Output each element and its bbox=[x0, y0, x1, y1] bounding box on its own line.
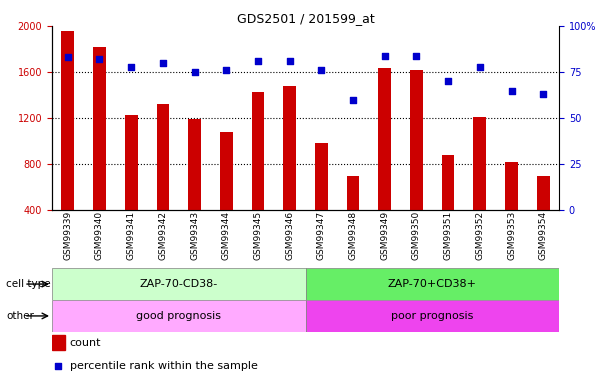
Text: GSM99342: GSM99342 bbox=[158, 211, 167, 260]
Point bbox=[126, 64, 136, 70]
Text: GSM99352: GSM99352 bbox=[475, 211, 485, 260]
Text: ZAP-70-CD38-: ZAP-70-CD38- bbox=[139, 279, 218, 289]
Bar bbox=[188, 119, 201, 210]
Bar bbox=[284, 86, 296, 210]
Bar bbox=[537, 176, 549, 210]
Text: GSM99351: GSM99351 bbox=[444, 211, 453, 260]
Text: poor prognosis: poor prognosis bbox=[391, 311, 474, 321]
Text: other: other bbox=[6, 311, 34, 321]
Bar bbox=[378, 68, 391, 210]
Point bbox=[475, 64, 485, 70]
Text: good prognosis: good prognosis bbox=[136, 311, 221, 321]
Bar bbox=[306, 300, 559, 332]
Point bbox=[348, 97, 358, 103]
Text: GSM99344: GSM99344 bbox=[222, 211, 231, 260]
Title: GDS2501 / 201599_at: GDS2501 / 201599_at bbox=[236, 12, 375, 25]
Text: GSM99340: GSM99340 bbox=[95, 211, 104, 260]
Bar bbox=[52, 268, 306, 300]
Text: ZAP-70+CD38+: ZAP-70+CD38+ bbox=[388, 279, 477, 289]
Text: GSM99346: GSM99346 bbox=[285, 211, 294, 260]
Bar bbox=[52, 335, 65, 350]
Text: GSM99349: GSM99349 bbox=[380, 211, 389, 260]
Point bbox=[158, 60, 168, 66]
Point bbox=[358, 264, 368, 270]
Point bbox=[253, 58, 263, 64]
Bar bbox=[93, 47, 106, 210]
Bar bbox=[474, 117, 486, 210]
Point bbox=[538, 91, 548, 97]
Point bbox=[380, 53, 390, 58]
Point bbox=[412, 53, 422, 58]
Bar bbox=[220, 132, 233, 210]
Text: GSM99350: GSM99350 bbox=[412, 211, 421, 260]
Text: GSM99341: GSM99341 bbox=[126, 211, 136, 260]
Text: GSM99345: GSM99345 bbox=[254, 211, 263, 260]
Bar bbox=[306, 268, 559, 300]
Bar bbox=[125, 115, 137, 210]
Bar bbox=[252, 92, 265, 210]
Text: GSM99348: GSM99348 bbox=[348, 211, 357, 260]
Point bbox=[189, 69, 199, 75]
Bar bbox=[346, 176, 359, 210]
Text: cell type: cell type bbox=[6, 279, 51, 289]
Point bbox=[507, 88, 516, 94]
Bar bbox=[410, 70, 423, 210]
Point bbox=[285, 58, 295, 64]
Text: percentile rank within the sample: percentile rank within the sample bbox=[70, 360, 258, 370]
Point bbox=[316, 68, 326, 74]
Text: GSM99354: GSM99354 bbox=[539, 211, 547, 260]
Bar bbox=[442, 155, 455, 210]
Bar bbox=[156, 104, 169, 210]
Text: count: count bbox=[70, 338, 101, 348]
Bar bbox=[315, 143, 327, 210]
Point bbox=[221, 68, 231, 74]
Bar bbox=[62, 31, 74, 210]
Point bbox=[443, 78, 453, 84]
Text: GSM99339: GSM99339 bbox=[64, 211, 72, 260]
Bar bbox=[52, 300, 306, 332]
Point bbox=[63, 54, 73, 60]
Text: GSM99353: GSM99353 bbox=[507, 211, 516, 260]
Point bbox=[95, 56, 104, 62]
Bar bbox=[505, 162, 518, 210]
Text: GSM99347: GSM99347 bbox=[317, 211, 326, 260]
Text: GSM99343: GSM99343 bbox=[190, 211, 199, 260]
